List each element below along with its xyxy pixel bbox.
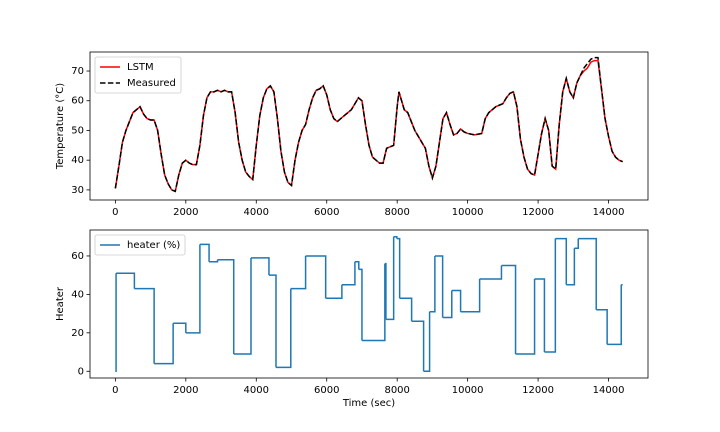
line: [114, 59, 623, 193]
step-segment: [361, 263, 386, 342]
x-tick-label: 4000: [244, 207, 269, 218]
step-segment: [429, 255, 436, 313]
step-segment: [396, 237, 401, 299]
x-tick-label: 12000: [522, 385, 554, 396]
step-segment: [185, 244, 201, 334]
step-segment: [434, 255, 444, 318]
x-tick-label: 10000: [452, 207, 484, 218]
step-segment: [451, 289, 462, 312]
legend: LSTM Measured: [94, 56, 182, 94]
step-segment: [209, 259, 219, 263]
plot-area: [115, 235, 623, 373]
step-segment: [566, 248, 576, 286]
plot-area: [114, 56, 623, 193]
step-segment: [574, 238, 579, 250]
step-segment: [423, 311, 431, 373]
step-segment: [115, 273, 117, 373]
y-tick-label: 70: [71, 66, 84, 77]
step-segment: [578, 237, 597, 310]
legend-box: [94, 234, 186, 256]
legend: heater (%): [94, 234, 186, 256]
x-tick-label: 4000: [244, 385, 269, 396]
x-tick-label: 14000: [593, 207, 625, 218]
legend-box: [94, 56, 182, 94]
y-tick-label: 50: [71, 125, 84, 136]
axes-frame: [89, 229, 649, 379]
x-tick-label: 8000: [384, 385, 409, 396]
step-segment: [173, 322, 187, 333]
step-segment: [555, 237, 568, 285]
axes-frame: [89, 51, 649, 201]
step-segment: [217, 259, 235, 354]
step-segment: [134, 287, 155, 364]
step-segment: [341, 261, 356, 286]
step-segment: [607, 284, 622, 346]
step-segment: [116, 272, 136, 289]
step-segment: [250, 257, 270, 276]
line: [114, 56, 623, 193]
legend-label: Measured: [127, 78, 176, 89]
x-axis-label: Time (sec): [342, 398, 395, 409]
subplot: 0 2000 4000 6000 8000 10000 12000 14000 30 40 50 60…: [55, 51, 649, 218]
x-tick-label: 2000: [173, 207, 198, 218]
step-segment: [596, 309, 608, 345]
y-tick-label: 40: [71, 155, 84, 166]
step-segment: [358, 268, 363, 341]
step-segment: [233, 257, 252, 355]
step-segment: [290, 255, 307, 290]
x-tick-label: 0: [112, 207, 118, 218]
x-tick-label: 6000: [314, 207, 339, 218]
step-segment: [199, 243, 210, 262]
step-segment: [268, 274, 277, 368]
step-segment: [354, 260, 360, 270]
step-segment: [154, 323, 174, 365]
step-segment: [325, 284, 343, 299]
y-tick-label: 60: [71, 96, 84, 107]
y-tick-label: 20: [71, 328, 84, 339]
step-segment: [534, 278, 546, 353]
step-segment: [411, 320, 425, 372]
x-tick-label: 6000: [314, 385, 339, 396]
step-segment: [276, 288, 292, 369]
y-tick-label: 30: [71, 185, 84, 196]
step-segment: [460, 279, 481, 313]
x-tick-label: 0: [112, 385, 118, 396]
legend-label: LSTM: [127, 62, 154, 73]
step-segment: [305, 255, 327, 299]
step-segment: [479, 265, 503, 280]
step-segment: [385, 236, 395, 321]
y-tick-label: 40: [71, 289, 84, 300]
step-segment: [442, 290, 453, 319]
x-tick-label: 10000: [452, 385, 484, 396]
step-segment: [515, 279, 536, 355]
step-segment: [544, 238, 557, 353]
step-segment: [501, 264, 517, 354]
y-axis-label: Heater: [55, 286, 66, 321]
x-tick-label: 2000: [173, 385, 198, 396]
step-segment: [384, 262, 387, 320]
y-axis-label: Temperature (°C): [55, 83, 66, 170]
x-tick-label: 12000: [522, 207, 554, 218]
step-segment: [399, 297, 413, 322]
y-tick-label: 60: [71, 251, 84, 262]
y-tick-label: 0: [78, 366, 84, 377]
subplot: 0 2000 4000 6000 8000 10000 12000 14000 0 20 40 60 H…: [55, 229, 649, 409]
x-tick-label: 8000: [384, 207, 409, 218]
x-tick-label: 14000: [593, 385, 625, 396]
legend-label: heater (%): [127, 240, 180, 251]
